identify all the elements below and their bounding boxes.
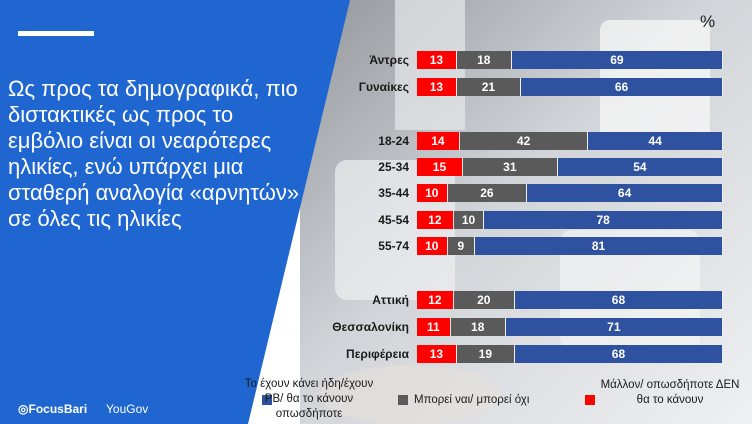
bar-segment-positive: 68 — [514, 291, 723, 309]
bar-segment-maybe: 9 — [447, 237, 476, 255]
row-label: 35-44 — [378, 186, 409, 200]
row-label: 18-24 — [378, 134, 409, 148]
legend-swatch-red — [585, 395, 595, 405]
row-label: Γυναίκες — [358, 80, 409, 94]
legend-swatch-grey — [398, 395, 408, 405]
title-accent-bar — [18, 31, 94, 36]
bar-segment-maybe: 19 — [456, 345, 515, 363]
bar-segment-positive: 81 — [475, 237, 723, 255]
row-label: Αττική — [372, 293, 409, 307]
panel-headline: Ως προς τα δημογραφικά, πιο διστακτικές … — [8, 76, 300, 231]
bar-segment-maybe: 18 — [450, 318, 506, 336]
legend-swatch-blue — [262, 395, 272, 405]
bar-segment-negative: 12 — [417, 291, 454, 309]
bar-segment-negative: 10 — [417, 237, 448, 255]
bar-segment-maybe: 10 — [453, 211, 485, 229]
bar-segment-negative: 11 — [417, 318, 451, 336]
bar-segment-negative: 13 — [417, 345, 457, 363]
row-label: Θεσσαλονίκη — [332, 320, 409, 334]
bar-segment-maybe: 18 — [456, 51, 512, 69]
bar-segment-negative: 15 — [417, 158, 463, 176]
row-label: Άντρες — [369, 53, 409, 67]
bar-segment-negative: 14 — [417, 132, 460, 150]
bar-segment-maybe: 20 — [453, 291, 515, 309]
bar-segment-positive: 54 — [557, 158, 723, 176]
row-label: Περιφέρεια — [346, 347, 409, 361]
row-label: 25-34 — [378, 160, 409, 174]
bar-segment-maybe: 31 — [462, 158, 558, 176]
bar-segment-negative: 13 — [417, 51, 457, 69]
bar-segment-negative: 10 — [417, 184, 448, 202]
row-label: 55-74 — [378, 239, 409, 253]
bar-segment-maybe: 42 — [459, 132, 589, 150]
legend-label-grey: Μπορεί ναι/ μπορεί όχι — [414, 394, 530, 406]
bar-segment-negative: 12 — [417, 211, 454, 229]
bar-segment-positive: 64 — [527, 184, 723, 202]
focusbari-logo-icon: ◎ — [18, 402, 29, 416]
yougov-logo: YouGov — [106, 402, 149, 416]
legend-label-red: Μάλλον/ οπωσδήποτε ΔΕΝ θα το κάνουν — [600, 379, 740, 406]
bar-segment-positive: 68 — [514, 345, 723, 363]
bar-segment-negative: 13 — [417, 78, 457, 96]
row-label: 45-54 — [378, 213, 409, 227]
bar-segment-maybe: 26 — [447, 184, 528, 202]
bar-segment-positive: 71 — [505, 318, 723, 336]
unit-label: % — [700, 12, 716, 31]
bar-segment-positive: 44 — [588, 132, 723, 150]
bar-segment-positive: 78 — [484, 211, 723, 229]
legend-label-blue: Το έχουν κάνει ήδη/έχουν ΡΒ/ θα το κάνου… — [244, 378, 374, 420]
bar-segment-maybe: 21 — [456, 78, 522, 96]
focusbari-logo: ◎FocusBari — [18, 402, 88, 416]
bar-segment-positive: 66 — [521, 78, 723, 96]
bar-segment-positive: 69 — [511, 51, 723, 69]
